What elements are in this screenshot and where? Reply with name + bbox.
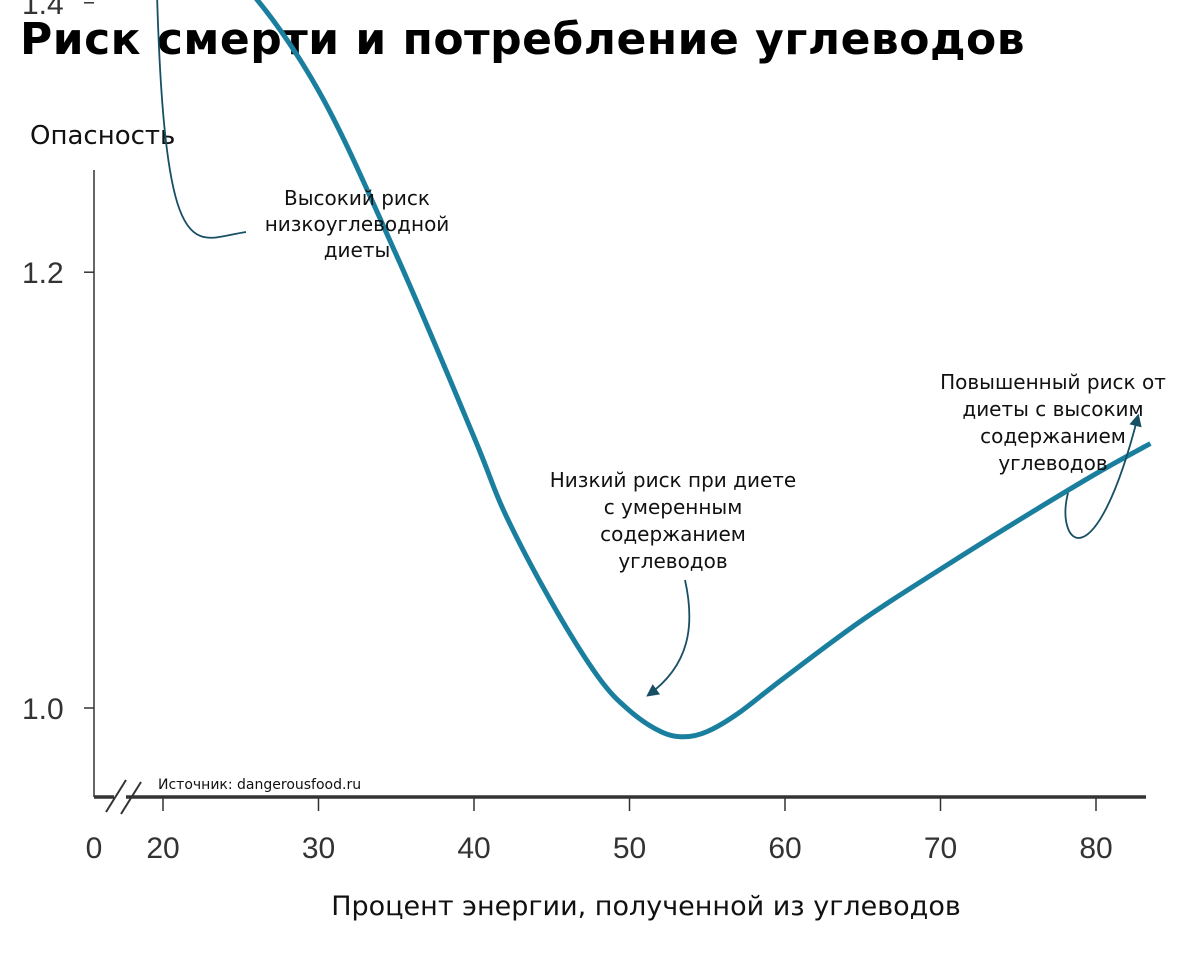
axis-break-mark <box>120 781 142 815</box>
chart-title: Риск смерти и потребление углеводов <box>20 14 1026 65</box>
x-tick-label: 60 <box>768 832 801 865</box>
series-line <box>254 0 1152 740</box>
axes: 1.01.21.41.61.8020304050607080 <box>22 0 1146 865</box>
y-tick-label: 1.0 <box>22 693 64 726</box>
annotation-text: диеты с высоким <box>962 397 1143 421</box>
annotation-text: диеты <box>324 238 391 262</box>
x-tick-label: 70 <box>924 832 957 865</box>
x-tick-label: 50 <box>613 832 646 865</box>
x-tick-label: 80 <box>1079 832 1112 865</box>
y-tick-label: 1.2 <box>22 257 64 290</box>
x-tick-label: 0 <box>86 832 103 865</box>
axis-break-mark <box>105 779 127 813</box>
x-tick-label: 30 <box>302 832 335 865</box>
annotation-text: Высокий риск <box>284 186 430 210</box>
annotation-arrow <box>1064 413 1142 539</box>
x-tick-label: 40 <box>457 832 490 865</box>
annotation-text: низкоуглеводной <box>265 212 450 236</box>
annotation-text: содержанием <box>600 522 746 546</box>
annotation-text: с умеренным <box>604 495 743 519</box>
annotation-arrow <box>646 579 691 697</box>
x-tick-label: 20 <box>146 832 179 865</box>
y-axis-label: Опасность <box>30 121 175 151</box>
annotation-arrow <box>156 0 247 239</box>
x-axis-label: Процент энергии, полученной из углеводов <box>331 891 961 922</box>
y-tick-label: 1.4 <box>22 0 64 21</box>
annotation-text: Низкий риск при диете <box>550 468 796 492</box>
annotation-text: содержанием <box>980 424 1126 448</box>
annotation-text: углеводов <box>618 549 727 573</box>
series-group <box>254 0 1152 740</box>
annotation-text: Повышенный риск от <box>940 370 1166 394</box>
annotation-text: углеводов <box>998 451 1107 475</box>
source-note: Источник: dangerousfood.ru <box>158 777 361 793</box>
